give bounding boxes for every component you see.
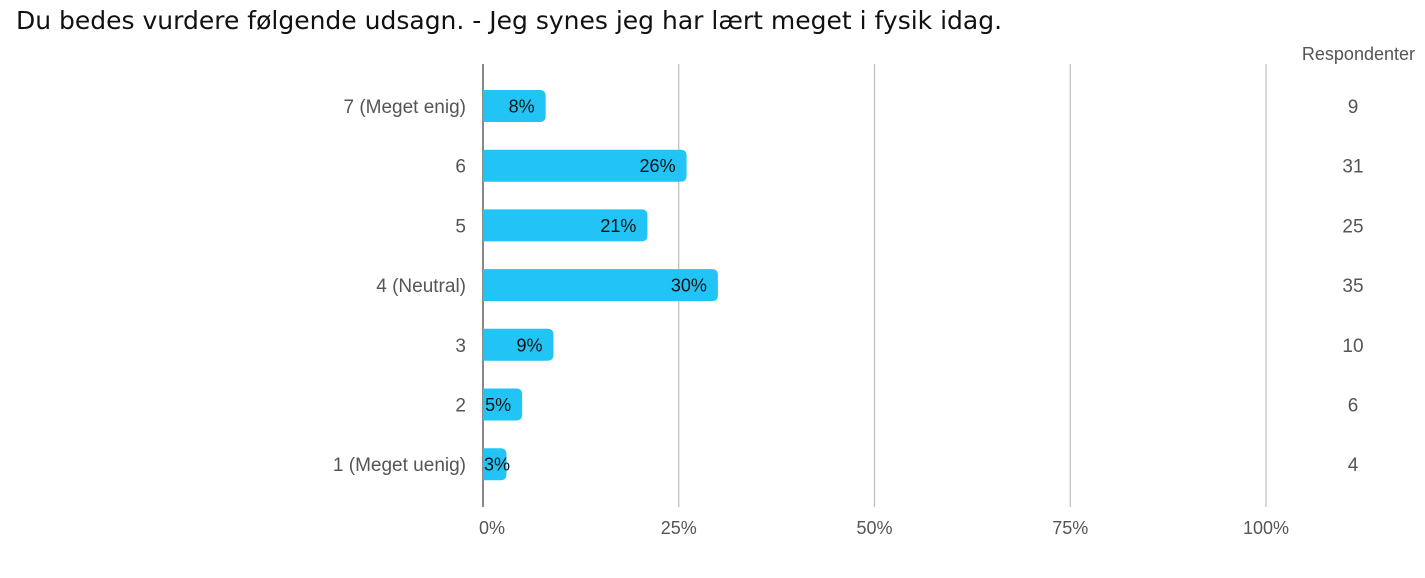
x-tick-label: 50% bbox=[856, 518, 892, 538]
bar bbox=[483, 149, 687, 182]
category-label: 5 bbox=[455, 216, 466, 237]
respondent-count: 4 bbox=[1348, 455, 1359, 476]
data-label: 8% bbox=[509, 97, 535, 117]
bar bbox=[483, 209, 648, 242]
category-label: 2 bbox=[455, 396, 466, 417]
bars bbox=[483, 90, 718, 481]
bar bbox=[483, 388, 523, 421]
data-label: 30% bbox=[671, 276, 707, 296]
category-label: 1 (Meget uenig) bbox=[333, 455, 466, 476]
data-label: 26% bbox=[640, 156, 676, 176]
x-tick-label: 0% bbox=[479, 518, 505, 538]
category-label: 7 (Meget enig) bbox=[343, 97, 466, 118]
x-tick-label: 75% bbox=[1052, 518, 1088, 538]
chart-title: Du bedes vurdere følgende udsagn. - Jeg … bbox=[16, 6, 1003, 35]
respondent-count: 25 bbox=[1342, 216, 1363, 237]
bar bbox=[483, 269, 718, 302]
bar bbox=[483, 90, 546, 122]
bar bbox=[483, 448, 507, 481]
category-label: 3 bbox=[455, 336, 466, 357]
respondent-count: 31 bbox=[1342, 157, 1363, 178]
data-label: 9% bbox=[516, 335, 542, 355]
respondent-count: 9 bbox=[1348, 97, 1359, 118]
respondent-count: 35 bbox=[1342, 276, 1363, 297]
x-tick-label: 25% bbox=[661, 518, 697, 538]
respondents-header: Respondenter bbox=[1302, 44, 1415, 64]
data-label: 3% bbox=[484, 455, 510, 475]
data-label: 21% bbox=[600, 216, 636, 236]
bar bbox=[483, 328, 554, 361]
x-tick-label: 100% bbox=[1243, 518, 1289, 538]
respondent-count: 10 bbox=[1342, 336, 1363, 357]
category-label: 6 bbox=[455, 157, 466, 178]
data-label: 5% bbox=[485, 395, 511, 415]
category-label: 4 (Neutral) bbox=[376, 276, 466, 297]
respondent-count: 6 bbox=[1348, 396, 1359, 417]
